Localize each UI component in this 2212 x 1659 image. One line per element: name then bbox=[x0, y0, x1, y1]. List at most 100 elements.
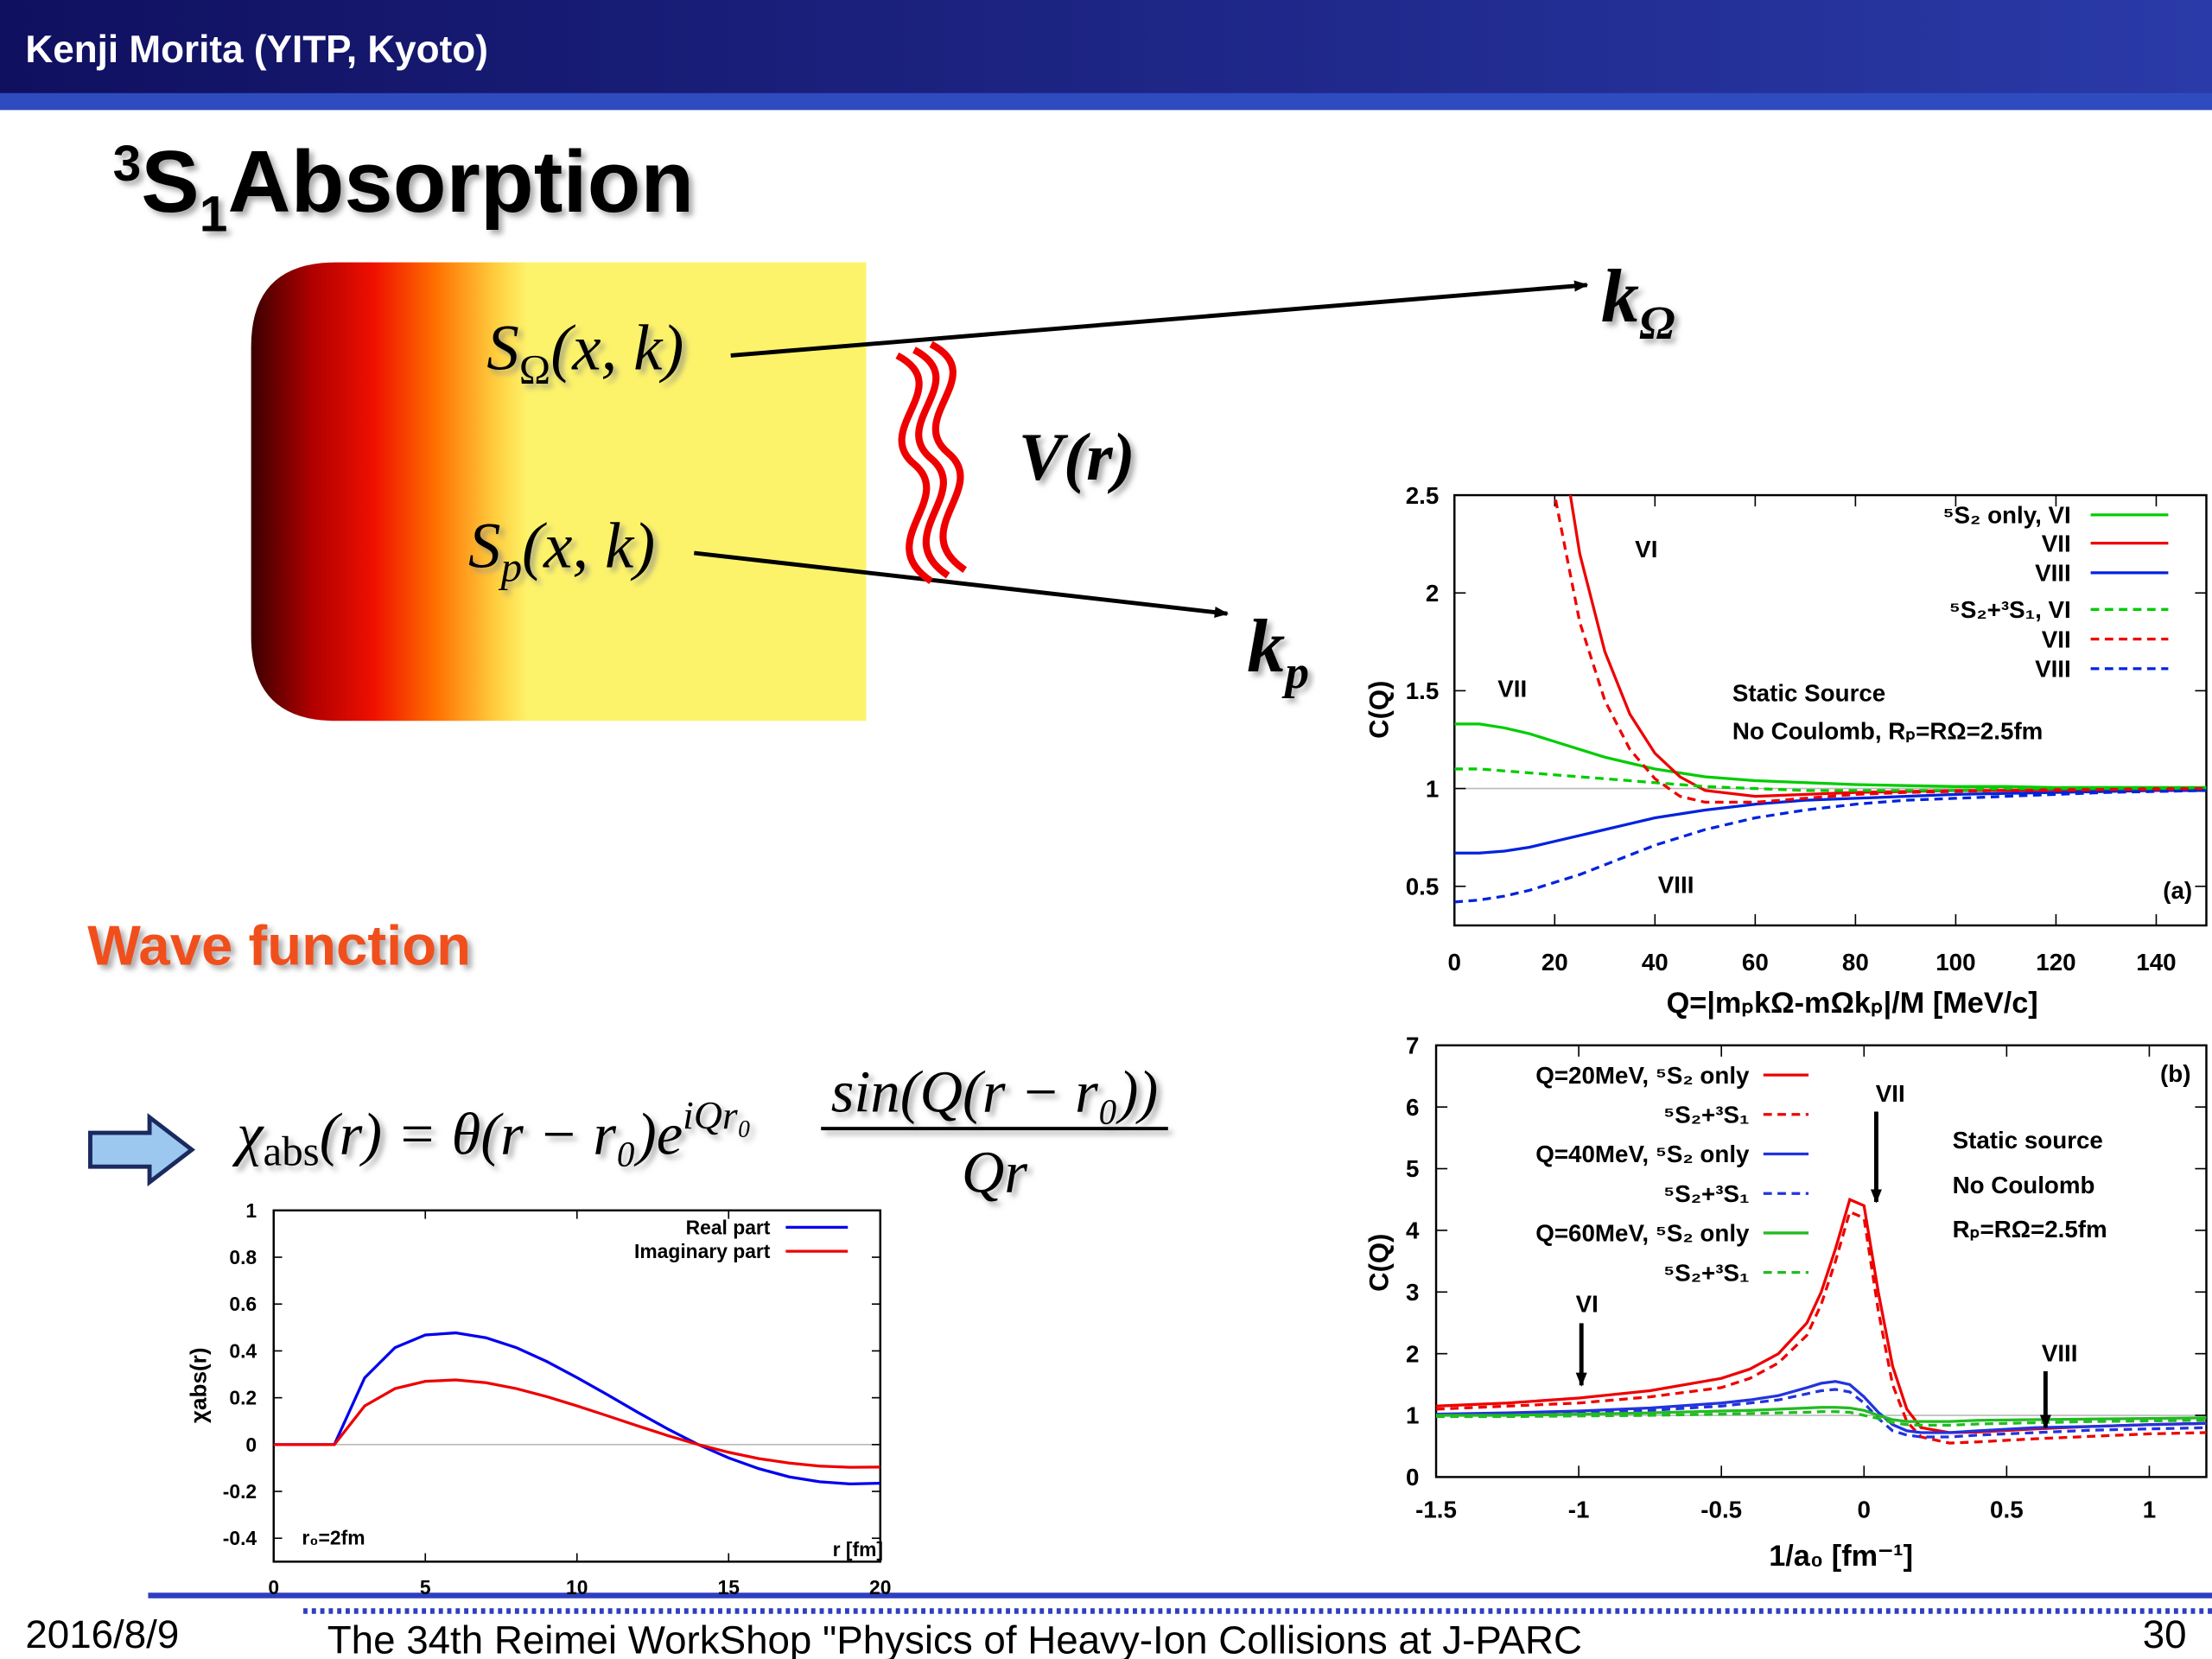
series-line bbox=[1436, 1388, 2207, 1439]
x-tick-label: 10 bbox=[566, 1576, 588, 1599]
y-tick-label: 1 bbox=[1406, 1402, 1419, 1429]
x-tick-label: 1 bbox=[2143, 1497, 2156, 1523]
x-tick-label: 20 bbox=[1541, 949, 1568, 976]
series-line bbox=[1436, 1410, 2207, 1427]
y-tick-label: 0.5 bbox=[1406, 873, 1440, 899]
annotation: No Coulomb bbox=[1953, 1172, 2095, 1198]
y-tick-label: 0.6 bbox=[229, 1293, 257, 1315]
y-tick-label: -0.2 bbox=[223, 1480, 257, 1503]
source-box bbox=[251, 262, 867, 721]
x-tick-label: 140 bbox=[2136, 949, 2176, 976]
wave-line bbox=[929, 340, 968, 573]
arrow-icon bbox=[88, 1113, 196, 1187]
series-line bbox=[273, 1331, 880, 1486]
y-tick-label: 1 bbox=[1426, 775, 1439, 802]
legend-label: VII bbox=[2042, 530, 2071, 556]
footer-date: 2016/8/9 bbox=[25, 1612, 179, 1656]
y-tick-label: 2 bbox=[1406, 1340, 1419, 1367]
title-sub: 1 bbox=[200, 187, 228, 243]
header-stripe bbox=[0, 92, 2212, 111]
y-tick-label: 4 bbox=[1406, 1217, 1420, 1244]
author: Kenji Morita (YITP, Kyoto) bbox=[25, 29, 488, 71]
series-line bbox=[1454, 789, 2207, 855]
sub: Ω bbox=[1639, 297, 1675, 350]
legend-label: Imaginary part bbox=[634, 1240, 771, 1262]
k-omega: kΩ bbox=[1601, 254, 1675, 350]
y-tick-label: 0.4 bbox=[229, 1339, 257, 1362]
x-tick-label: -0.5 bbox=[1700, 1497, 1742, 1523]
x-tick-label: 5 bbox=[420, 1576, 431, 1599]
header-bar bbox=[0, 0, 2212, 99]
args: (x, k) bbox=[550, 313, 683, 385]
args: (x, k) bbox=[522, 510, 655, 582]
annotation: VII bbox=[1497, 676, 1527, 702]
formula: χabs(r) = θ(r − r₀)eiQr₀ sin(Q(r − r₀)) … bbox=[232, 1059, 1168, 1205]
wave-line bbox=[895, 352, 933, 585]
formula-exp: iQr₀ bbox=[683, 1093, 751, 1137]
title-sup: 3 bbox=[113, 136, 142, 192]
x-tick-label: 0 bbox=[1858, 1497, 1871, 1523]
annotation: (b) bbox=[2160, 1060, 2190, 1087]
formula-mid: (r) = θ(r − r₀)e bbox=[320, 1102, 683, 1167]
x-tick-label: -1.5 bbox=[1415, 1497, 1457, 1523]
x-tick-label: 0 bbox=[268, 1576, 279, 1599]
annotation: VIII bbox=[2042, 1340, 2078, 1367]
annotation: Static source bbox=[1953, 1127, 2103, 1154]
x-tick-label: 0 bbox=[1448, 949, 1461, 976]
x-tick-label: 20 bbox=[869, 1576, 891, 1599]
legend-label: VIII bbox=[2035, 656, 2071, 683]
x-axis-label: Q=|mₚkΩ-mΩkₚ|/M [MeV/c] bbox=[1667, 987, 2038, 1020]
x-tick-label: 120 bbox=[2036, 949, 2075, 976]
sub: Ω bbox=[519, 346, 550, 393]
s-omega: SΩ(x, k) bbox=[486, 313, 683, 393]
annotation: No Coulomb, Rₚ=RΩ=2.5fm bbox=[1732, 718, 2043, 745]
series-line bbox=[1436, 1380, 2207, 1434]
plot-frame bbox=[272, 1209, 881, 1563]
legend-label: Q=40MeV, ⁵S₂ only bbox=[1535, 1141, 1750, 1167]
potential-label: V(r) bbox=[1019, 419, 1135, 494]
y-tick-label: 1 bbox=[245, 1199, 257, 1222]
wave-line bbox=[912, 346, 950, 579]
y-tick-label: 6 bbox=[1406, 1094, 1419, 1121]
title-word: Absorption bbox=[228, 133, 695, 231]
y-axis-label: C(Q) bbox=[1364, 681, 1395, 739]
y-tick-label: 5 bbox=[1406, 1155, 1419, 1182]
y-tick-label: 3 bbox=[1406, 1279, 1419, 1306]
y-tick-label: 0 bbox=[245, 1433, 257, 1456]
legend-label: ⁵S₂+³S₁, VI bbox=[1949, 596, 2071, 623]
annotation: (a) bbox=[2163, 877, 2192, 904]
annotation: r₀=2fm bbox=[302, 1527, 365, 1549]
annotation: VII bbox=[1876, 1080, 1905, 1107]
legend-label: Q=60MeV, ⁵S₂ only bbox=[1535, 1220, 1750, 1247]
annotation: VIII bbox=[1658, 871, 1694, 898]
x-tick-label: 80 bbox=[1842, 949, 1869, 976]
series-line bbox=[1454, 789, 2207, 904]
x-tick-label: 40 bbox=[1642, 949, 1669, 976]
symbol: k bbox=[1601, 254, 1639, 339]
footer-event: The 34th Reimei WorkShop "Physics of Hea… bbox=[327, 1618, 1582, 1659]
series-line bbox=[1454, 767, 2207, 792]
annotation: Rₚ=RΩ=2.5fm bbox=[1953, 1216, 2107, 1243]
legend-label: VII bbox=[2042, 626, 2071, 652]
legend-label: Q=20MeV, ⁵S₂ only bbox=[1535, 1062, 1750, 1089]
x-tick-label: -1 bbox=[1568, 1497, 1590, 1523]
arrow-k-omega bbox=[730, 280, 1589, 358]
series-line bbox=[1553, 495, 2207, 804]
arrow-k-p bbox=[693, 550, 1230, 619]
y-tick-label: 2 bbox=[1426, 580, 1439, 607]
chi: χ bbox=[232, 1102, 264, 1167]
y-tick-label: 1.5 bbox=[1406, 677, 1440, 704]
x-tick-label: 15 bbox=[718, 1576, 741, 1599]
sub: p bbox=[1281, 647, 1309, 700]
symbol: k bbox=[1247, 604, 1285, 689]
y-axis-label: χabs(r) bbox=[185, 1347, 211, 1423]
footer-page: 30 bbox=[2143, 1612, 2187, 1656]
denominator: Qr bbox=[962, 1140, 1028, 1205]
chart: 0 1 2 3 4 5 6 7 -1.5 -1 -0.5 0 0.5 1 Q=20MeV, ⁵S₂ only… bbox=[1364, 1033, 2208, 1573]
legend-label: ⁵S₂+³S₁ bbox=[1663, 1180, 1749, 1207]
section-heading: Wave function bbox=[87, 914, 471, 977]
chi-sub: abs bbox=[263, 1128, 319, 1175]
y-axis-label: C(Q) bbox=[1364, 1234, 1395, 1292]
